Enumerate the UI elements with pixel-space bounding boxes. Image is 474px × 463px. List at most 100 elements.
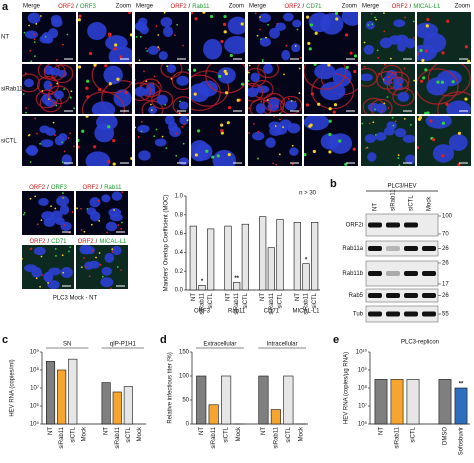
group-label: MICAL-L1 xyxy=(292,309,320,315)
micrograph-content xyxy=(78,12,132,62)
speckle xyxy=(425,24,429,28)
speckle xyxy=(143,70,145,73)
bar xyxy=(233,282,241,291)
speckle xyxy=(328,119,332,123)
speckle xyxy=(30,247,33,250)
speckle xyxy=(158,47,161,50)
speckle xyxy=(353,54,358,58)
cytoplasm xyxy=(361,67,378,87)
lane-label: siCTL xyxy=(409,195,415,211)
nucleus xyxy=(376,103,387,114)
nucleus xyxy=(105,35,128,51)
bar xyxy=(454,387,468,425)
speckle xyxy=(279,112,281,114)
speckle xyxy=(220,128,224,133)
stain-green: Rab11 xyxy=(104,185,122,191)
nucleus xyxy=(426,77,448,96)
significance: * xyxy=(305,257,308,263)
speckle xyxy=(285,44,288,47)
y-tick-label: 10⁹ xyxy=(358,367,368,374)
stain-header: ORF2/ORF3 xyxy=(29,185,67,191)
speckle xyxy=(387,107,390,109)
cytoplasm xyxy=(101,80,132,114)
x-tick-label: siRab11 xyxy=(273,426,279,448)
blot-row-label: Tub xyxy=(353,312,364,318)
speckle xyxy=(291,163,294,166)
group-label: CD71 xyxy=(264,309,280,315)
stain-green: CD71 xyxy=(51,239,67,245)
nucleus xyxy=(382,75,393,86)
blot-membrane xyxy=(365,213,439,237)
speckle xyxy=(54,248,57,250)
speckle xyxy=(392,124,395,127)
x-tick-label: NT xyxy=(379,427,385,435)
y-tick-label: 10⁷ xyxy=(30,385,39,392)
speckle xyxy=(412,20,415,23)
band xyxy=(422,271,436,276)
speckle xyxy=(224,91,229,95)
x-tick-label: Mock xyxy=(137,426,143,441)
cytoplasm xyxy=(370,98,393,114)
speckle xyxy=(183,123,186,126)
nucleus xyxy=(341,12,358,26)
band xyxy=(404,271,418,276)
nucleus xyxy=(154,138,167,147)
speckle xyxy=(344,162,348,166)
speckle xyxy=(140,120,143,123)
nucleus xyxy=(405,154,415,165)
speckle xyxy=(290,100,293,102)
speckle xyxy=(114,43,118,47)
nucleus xyxy=(320,13,344,35)
nucleus xyxy=(319,81,346,101)
stain-green: MICAL-L1 xyxy=(99,239,127,245)
speckle xyxy=(205,149,209,153)
micrograph-content xyxy=(417,12,471,62)
nucleus xyxy=(38,197,49,206)
nucleus xyxy=(24,264,38,272)
speckle xyxy=(175,154,178,157)
speckle xyxy=(80,228,83,231)
micrograph xyxy=(304,12,358,62)
speckle xyxy=(93,145,97,149)
speckle xyxy=(98,252,101,254)
nucleus xyxy=(446,100,471,114)
nucleus xyxy=(402,134,415,143)
speckle xyxy=(419,48,423,53)
speckle xyxy=(174,34,176,37)
speckle xyxy=(219,123,224,127)
size-marker: 55 xyxy=(442,312,449,318)
bar xyxy=(68,358,78,425)
y-tick-label: 0.8 xyxy=(175,212,184,218)
speckle xyxy=(78,138,80,142)
nucleus xyxy=(258,13,271,23)
micrograph xyxy=(22,245,74,289)
micrograph xyxy=(78,12,132,62)
speckle xyxy=(266,99,269,101)
speckle xyxy=(178,112,181,114)
speckle xyxy=(451,80,455,84)
stain-green: ORF3 xyxy=(51,185,68,191)
speckle xyxy=(422,76,426,80)
speckle xyxy=(413,79,415,82)
stain-red: ORF2 xyxy=(29,185,46,191)
speckle xyxy=(298,67,301,70)
speckle xyxy=(153,75,156,78)
speckle xyxy=(403,117,406,120)
speckle xyxy=(101,275,104,278)
annotation: n > 30 xyxy=(299,191,317,197)
speckle xyxy=(25,111,27,114)
speckle xyxy=(78,14,82,18)
speckle xyxy=(70,90,73,93)
micrograph xyxy=(191,12,245,62)
speckle xyxy=(445,102,449,106)
speckle xyxy=(310,92,314,96)
micrograph xyxy=(417,12,471,62)
stain-separator: / xyxy=(96,239,98,245)
nucleus xyxy=(27,12,41,24)
speckle xyxy=(139,35,142,38)
speckle xyxy=(314,31,318,35)
speckle xyxy=(78,18,81,22)
speckle xyxy=(409,123,412,126)
speckle xyxy=(85,86,89,90)
nucleus xyxy=(259,37,271,47)
